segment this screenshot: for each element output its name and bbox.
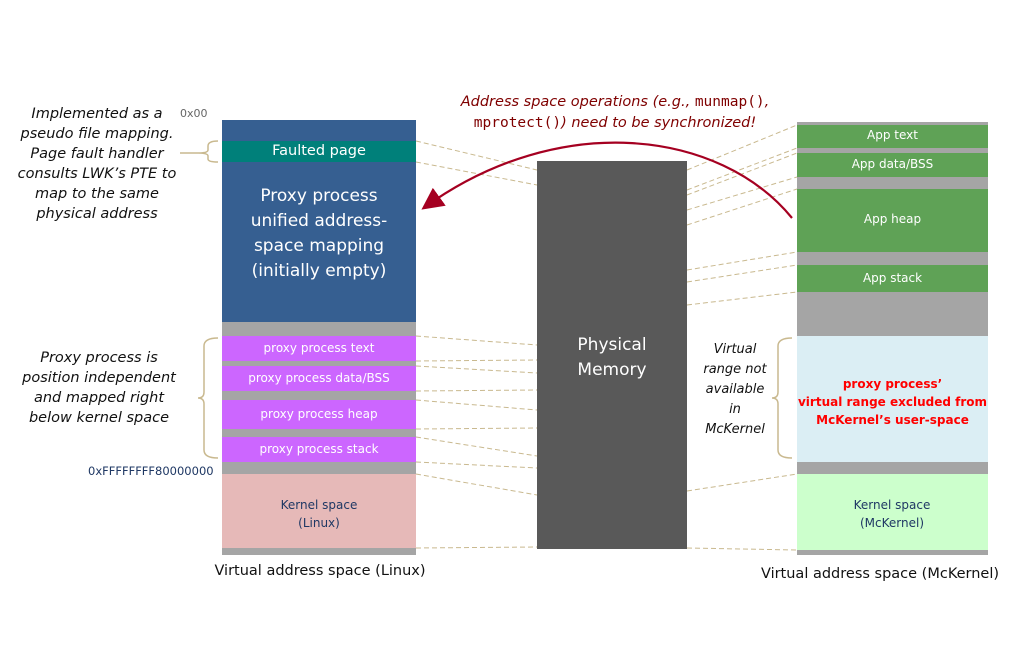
mapping-line: [415, 389, 538, 392]
excluded-range-label: proxy process’ virtual range excluded fr…: [797, 375, 988, 429]
mapping-line: [686, 264, 798, 283]
proxy-stack-block: [222, 437, 416, 462]
mapping-line: [415, 461, 538, 469]
proxy-stack-label: proxy process stack: [259, 442, 379, 456]
faulted-page-label: Faulted page: [272, 143, 366, 159]
sync-code-mprotect: mprotect(): [473, 115, 562, 131]
sync-sep: ,: [764, 94, 770, 110]
mapping-line: [686, 176, 798, 211]
proxy-text-block: [222, 336, 416, 361]
proxy-heap-label: proxy process heap: [260, 407, 378, 421]
app-data-block: [797, 153, 988, 177]
linux-kernel-label: Kernel space (Linux): [280, 498, 358, 530]
app-stack-block: [797, 265, 988, 292]
excluded-range-block: [797, 336, 988, 462]
pseudo-file-annotation: Implemented as a pseudo file mapping. Pa…: [17, 106, 177, 222]
proxy-data-block: [222, 366, 416, 391]
mapping-line: [686, 251, 798, 271]
app-heap-block: [797, 189, 988, 252]
physical-memory-label: Physical Memory: [577, 335, 647, 380]
sync-code-munmap: munmap(): [694, 94, 765, 110]
mapping-line: [686, 547, 798, 551]
mapping-line: [686, 473, 798, 492]
app-text-block: [797, 125, 988, 148]
sync-annotation: Address space operations (e.g., munmap()…: [430, 92, 800, 134]
brace-proxy: [197, 337, 219, 459]
address-kernel-boundary: 0xFFFFFFFF80000000: [88, 464, 214, 478]
mapping-line: [686, 188, 798, 226]
mapping-line: [686, 124, 798, 171]
mapping-line: [415, 359, 538, 362]
linux-kernel-block: [222, 474, 416, 548]
not-available-note: Virtual range not available in McKernel: [703, 342, 767, 437]
brace-mckernel: [771, 337, 793, 459]
proxy-data-label: proxy process data/BSS: [248, 371, 390, 385]
excluded-line-2: virtual range excluded from: [797, 395, 988, 409]
excluded-line-3: McKernel’s user-space: [816, 413, 969, 427]
mapping-line: [415, 427, 538, 430]
physical-memory-block: [537, 161, 687, 549]
mapping-line: [415, 161, 538, 186]
proxy-heap-block: [222, 400, 416, 429]
unified-mapping-label: Proxy process unified address-space mapp…: [250, 186, 388, 281]
app-heap-label: App heap: [863, 212, 922, 226]
mapping-line: [415, 399, 538, 411]
mapping-line: [686, 147, 798, 191]
faulted-page-block: [222, 141, 416, 162]
mapping-line: [415, 473, 538, 496]
mapping-line: [415, 335, 538, 346]
brace-faulted: [180, 140, 219, 163]
mapping-line: [415, 140, 538, 171]
mckernel-kernel-block: [797, 474, 988, 550]
mckernel-caption: Virtual address space (McKernel): [760, 566, 1000, 582]
memory-blocks: [222, 120, 988, 555]
sync-suffix: ) need to be synchronized!: [561, 115, 757, 131]
mapping-line: [415, 546, 538, 549]
mapping-line: [415, 436, 538, 457]
app-stack-label: App stack: [862, 271, 923, 285]
sync-prefix: Address space operations (e.g.,: [460, 94, 695, 110]
app-data-label: App data/BSS: [851, 157, 934, 171]
position-independent-annotation: Proxy process is position independent an…: [22, 350, 176, 426]
mapping-line: [686, 291, 798, 306]
mapping-lines: [415, 124, 798, 551]
mckernel-kernel-label: Kernel space (McKernel): [853, 498, 931, 530]
app-text-label: App text: [867, 128, 918, 142]
sync-arrow: [421, 141, 793, 219]
address-0x00: 0x00: [180, 107, 208, 120]
linux-caption: Virtual address space (Linux): [214, 563, 426, 579]
mapping-line: [415, 365, 538, 374]
excluded-line-1: proxy process’: [842, 377, 943, 391]
mapping-line: [686, 152, 798, 196]
proxy-text-label: proxy process text: [263, 341, 375, 355]
